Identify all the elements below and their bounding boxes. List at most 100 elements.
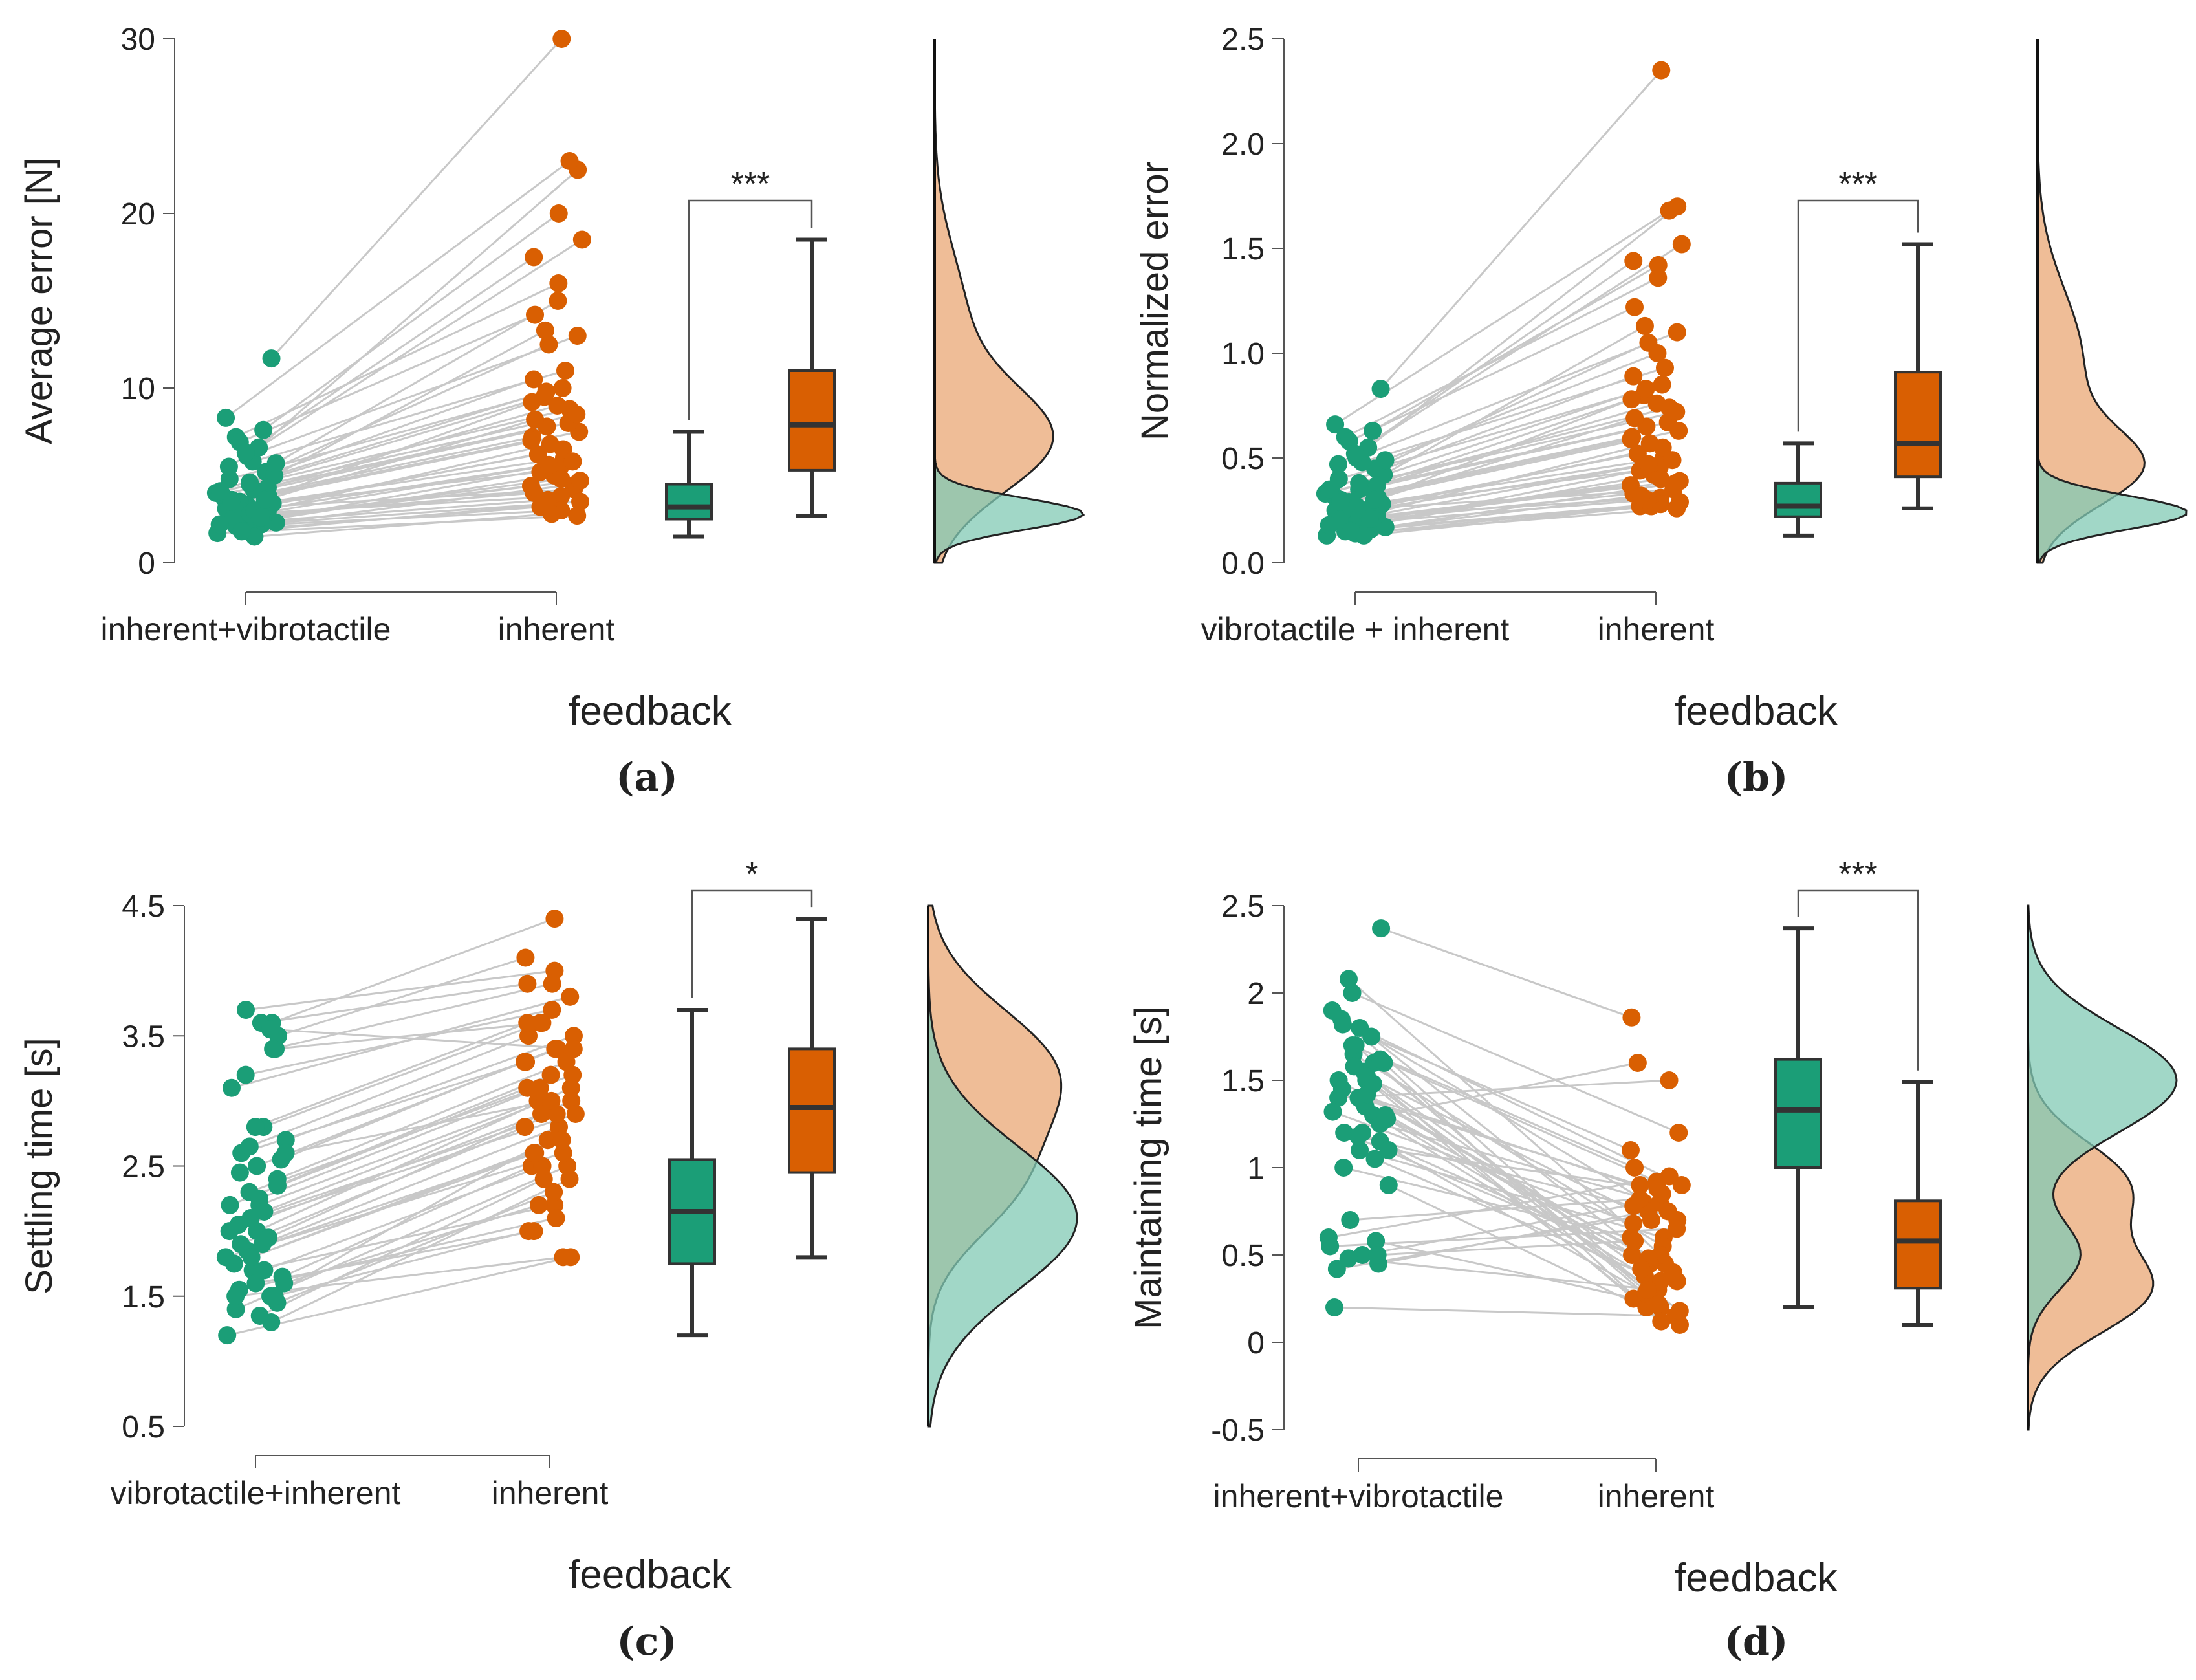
data-point xyxy=(1350,474,1369,492)
data-point xyxy=(1663,451,1682,470)
paired-line xyxy=(270,1178,571,1324)
data-point xyxy=(541,1065,560,1084)
data-point xyxy=(230,1163,249,1182)
boxplot-2 xyxy=(1894,242,1942,510)
points-group-1 xyxy=(1316,380,1395,545)
y-tick-label: 0.5 xyxy=(1221,1239,1265,1273)
paired-line xyxy=(1375,1239,1659,1305)
density-group xyxy=(927,904,1078,1428)
data-point xyxy=(1625,298,1644,316)
significance-label: *** xyxy=(731,166,770,203)
y-tick-label: 1.5 xyxy=(122,1280,165,1315)
data-point xyxy=(1345,1057,1364,1076)
data-point xyxy=(232,1235,250,1254)
paired-line xyxy=(263,1021,541,1128)
paired-line xyxy=(1376,465,1660,524)
data-point xyxy=(1326,415,1345,434)
paired-line xyxy=(1374,417,1635,501)
paired-line xyxy=(239,314,536,444)
data-point xyxy=(1339,1249,1358,1268)
data-point xyxy=(1367,476,1386,495)
data-point xyxy=(568,327,587,345)
data-point xyxy=(268,1176,287,1195)
data-point xyxy=(552,30,571,48)
paired-line xyxy=(277,957,526,1037)
panel-caption: (c) xyxy=(616,1619,677,1664)
data-point xyxy=(518,1078,537,1097)
data-point xyxy=(262,349,281,368)
y-tick-label: 1 xyxy=(1247,1151,1265,1186)
data-point xyxy=(1365,1150,1384,1168)
data-point xyxy=(1327,1260,1346,1278)
data-point xyxy=(1621,1141,1640,1159)
paired-line xyxy=(1345,503,1661,532)
data-point xyxy=(1371,1050,1389,1069)
data-point xyxy=(1334,1159,1353,1177)
paired-line xyxy=(1334,1306,1677,1317)
data-point xyxy=(1323,1102,1342,1121)
paired-line xyxy=(250,442,551,515)
paired-line xyxy=(1351,494,1642,532)
y-tick-label: 1.0 xyxy=(1221,337,1265,371)
data-point xyxy=(1345,444,1364,463)
paired-line xyxy=(1342,1088,1663,1195)
data-point xyxy=(1668,499,1686,518)
paired-line xyxy=(246,1151,534,1252)
data-point xyxy=(1333,1015,1352,1034)
data-point xyxy=(561,987,580,1006)
paired-line xyxy=(1352,1044,1635,1169)
density-curve-1 xyxy=(2027,904,2178,1430)
paired-line xyxy=(1383,325,1646,476)
paired-line xyxy=(261,983,528,1024)
data-point xyxy=(254,420,273,439)
category-label-1: inherent+vibrotactile xyxy=(101,611,391,648)
paired-line xyxy=(231,436,533,501)
data-point xyxy=(1670,472,1689,490)
data-point xyxy=(1632,486,1651,505)
data-point xyxy=(232,522,251,541)
data-point xyxy=(552,470,571,488)
data-point xyxy=(241,473,259,492)
data-point xyxy=(1658,1202,1677,1221)
data-point xyxy=(560,1170,579,1188)
paired-line xyxy=(240,1126,525,1245)
data-point xyxy=(1668,323,1686,342)
paired-line xyxy=(255,1021,528,1128)
points-group-2 xyxy=(515,910,585,1267)
data-point xyxy=(1365,490,1384,509)
paired-line xyxy=(1328,1175,1670,1239)
paired-line xyxy=(1351,992,1679,1134)
data-point xyxy=(1371,380,1390,398)
paired-line xyxy=(283,1204,539,1285)
data-point xyxy=(1351,1141,1369,1159)
category-label-2: inherent xyxy=(1598,1478,1715,1514)
data-point xyxy=(1660,1071,1679,1089)
data-point xyxy=(549,274,568,292)
data-point xyxy=(1647,394,1666,413)
paired-line xyxy=(1364,463,1649,512)
box-iqr xyxy=(1894,371,1942,479)
paired-line xyxy=(1333,421,1668,497)
data-point xyxy=(521,477,540,496)
box-iqr xyxy=(1774,481,1822,518)
data-point xyxy=(1622,390,1641,409)
paired-line xyxy=(267,404,558,489)
data-point xyxy=(518,1014,537,1032)
paired-line xyxy=(265,419,536,501)
data-point xyxy=(1329,1089,1348,1107)
significance-bracket xyxy=(688,199,813,420)
data-point xyxy=(1660,201,1679,220)
data-point xyxy=(1353,1246,1372,1264)
data-point xyxy=(519,1222,538,1241)
data-point xyxy=(1653,375,1671,394)
data-point xyxy=(568,507,587,525)
data-point xyxy=(1341,1211,1360,1229)
paired-line xyxy=(249,1034,529,1148)
data-point xyxy=(251,508,270,527)
y-axis-label: Maintaining time [s] xyxy=(1127,1006,1169,1329)
box-iqr xyxy=(1894,1199,1942,1290)
data-point xyxy=(1372,919,1391,938)
paired-line xyxy=(282,1165,532,1278)
paired-line xyxy=(230,439,532,503)
data-point xyxy=(1325,1298,1343,1316)
